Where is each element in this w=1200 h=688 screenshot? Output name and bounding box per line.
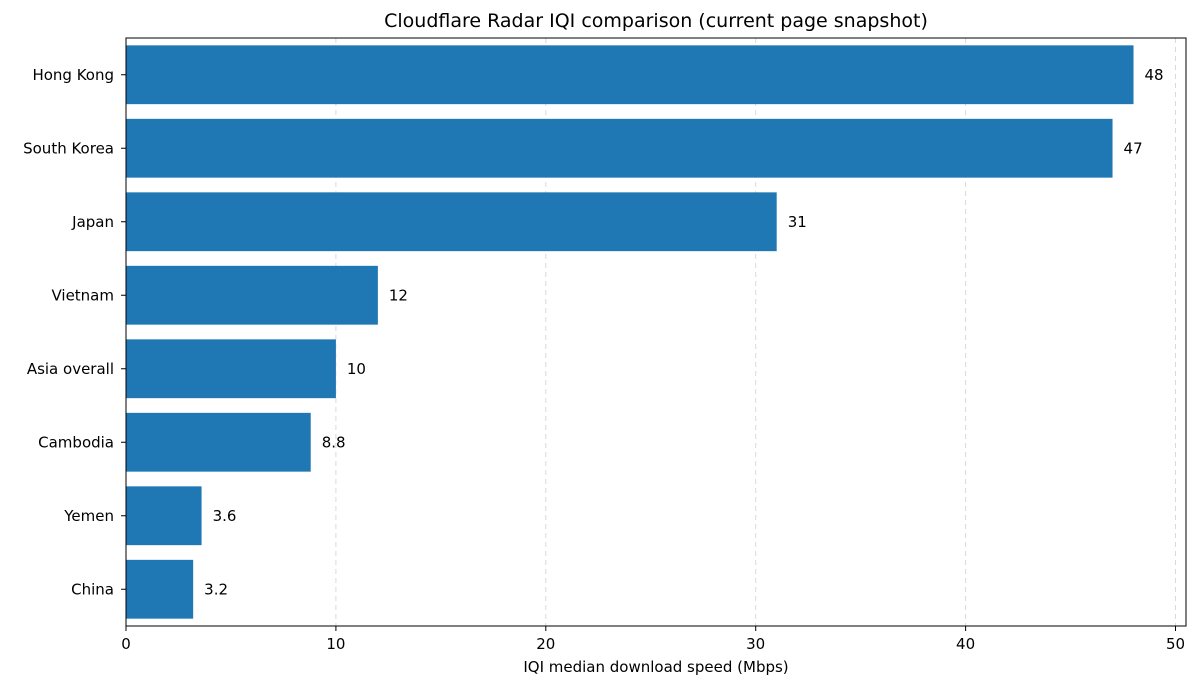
data-label: 8.8 <box>322 433 346 451</box>
chart-title: Cloudflare Radar IQI comparison (current… <box>384 10 928 32</box>
bar <box>126 118 1113 178</box>
x-axis-label: IQI median download speed (Mbps) <box>523 658 788 676</box>
y-tick-label: South Korea <box>23 139 114 157</box>
y-tick-label: Asia overall <box>27 360 114 378</box>
y-tick-label: Cambodia <box>38 433 114 451</box>
data-label: 3.6 <box>213 507 237 525</box>
bar <box>126 192 777 252</box>
x-tick-label: 10 <box>326 635 345 653</box>
x-tick-label: 40 <box>956 635 975 653</box>
data-label: 10 <box>347 360 366 378</box>
y-tick-label: Japan <box>71 213 114 231</box>
bar <box>126 412 311 472</box>
x-axis-ticks: 0 10 20 30 40 50 <box>121 626 1185 653</box>
data-labels: 48 47 31 12 10 8.8 3.6 3.2 <box>204 66 1163 599</box>
bars <box>126 45 1134 619</box>
y-tick-label: Yemen <box>63 507 114 525</box>
data-label: 48 <box>1145 66 1164 84</box>
y-tick-label: Hong Kong <box>32 66 114 84</box>
bar <box>126 486 202 546</box>
data-label: 31 <box>788 213 807 231</box>
bar <box>126 265 378 325</box>
bar <box>126 45 1134 105</box>
data-label: 12 <box>389 286 408 304</box>
x-tick-label: 20 <box>536 635 555 653</box>
y-axis-ticks: Hong Kong South Korea Japan Vietnam Asia ove… <box>23 66 126 598</box>
x-tick-label: 50 <box>1166 635 1185 653</box>
grid-lines <box>335 38 1177 626</box>
data-label: 47 <box>1124 139 1143 157</box>
data-label: 3.2 <box>204 580 228 598</box>
y-tick-label: China <box>71 580 114 598</box>
x-tick-label: 30 <box>746 635 765 653</box>
plot-frame <box>125 37 1187 627</box>
bar <box>126 339 336 399</box>
y-tick-label: Vietnam <box>51 286 114 304</box>
bar <box>126 559 194 619</box>
x-tick-label: 0 <box>121 635 131 653</box>
